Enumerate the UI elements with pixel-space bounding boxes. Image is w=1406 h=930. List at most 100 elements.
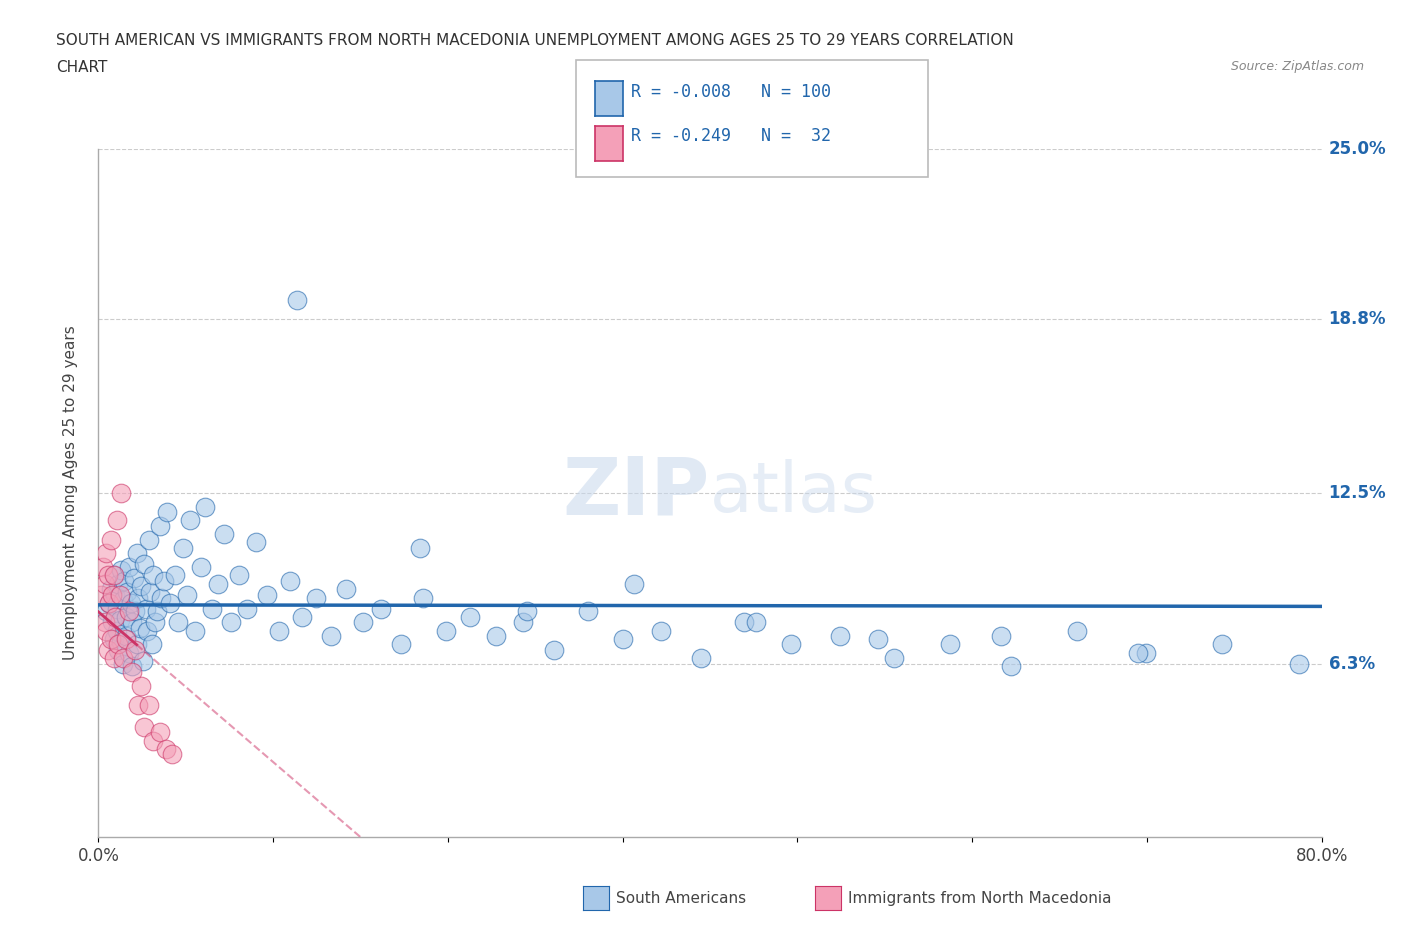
Point [256, 588, 278, 603]
Point [612, 631, 634, 646]
Point [94, 604, 117, 618]
Point [124, 643, 146, 658]
Point [576, 604, 599, 618]
Point [458, 609, 481, 624]
Point [172, 540, 194, 555]
Point [291, 609, 314, 624]
Point [100, 631, 122, 646]
Point [745, 615, 768, 630]
Point [108, 588, 131, 603]
Point [125, 637, 148, 652]
Point [101, 615, 124, 630]
Point [134, 720, 156, 735]
Point [194, 499, 217, 514]
Point [129, 678, 152, 693]
Point [1128, 645, 1150, 660]
Point [155, 741, 177, 756]
Point [184, 623, 207, 638]
Point [129, 579, 152, 594]
Point [94, 546, 117, 561]
Point [118, 604, 141, 618]
Point [93, 577, 115, 591]
Point [149, 725, 172, 740]
Point [117, 585, 139, 600]
Point [733, 615, 755, 630]
Point [304, 590, 326, 604]
Point [110, 634, 132, 649]
Point [115, 629, 138, 644]
Point [868, 631, 890, 646]
Point [122, 571, 145, 586]
Point [121, 658, 143, 673]
Point [650, 623, 672, 638]
Text: SOUTH AMERICAN VS IMMIGRANTS FROM NORTH MACEDONIA UNEMPLOYMENT AMONG AGES 25 TO : SOUTH AMERICAN VS IMMIGRANTS FROM NORTH … [56, 33, 1014, 47]
Text: South Americans: South Americans [616, 891, 747, 906]
Point [121, 664, 143, 679]
Point [434, 623, 457, 638]
Point [1066, 623, 1088, 638]
Point [108, 612, 131, 627]
Point [370, 601, 392, 616]
Point [408, 540, 430, 555]
Point [103, 631, 125, 646]
Point [128, 620, 150, 635]
Point [105, 601, 128, 616]
Y-axis label: Unemployment Among Ages 25 to 29 years: Unemployment Among Ages 25 to 29 years [63, 326, 77, 660]
Point [319, 629, 342, 644]
Point [115, 631, 138, 646]
Point [111, 592, 134, 607]
Point [153, 574, 176, 589]
Point [90, 588, 112, 603]
Point [136, 623, 159, 638]
Point [138, 532, 160, 547]
Point [143, 615, 166, 630]
Point [352, 615, 374, 630]
Point [1135, 645, 1157, 660]
Point [110, 485, 132, 500]
Point [543, 643, 565, 658]
Point [107, 643, 129, 658]
Text: 12.5%: 12.5% [1329, 484, 1386, 502]
Point [689, 651, 711, 666]
Point [138, 698, 160, 712]
Point [780, 637, 803, 652]
Point [111, 651, 134, 666]
Text: 25.0%: 25.0% [1329, 140, 1386, 158]
Point [142, 568, 165, 583]
Point [121, 615, 143, 630]
Text: Source: ZipAtlas.com: Source: ZipAtlas.com [1230, 60, 1364, 73]
Point [110, 563, 132, 578]
Point [107, 637, 129, 652]
Point [132, 654, 155, 669]
Point [107, 577, 129, 591]
Point [278, 574, 301, 589]
Point [179, 513, 201, 528]
Text: 18.8%: 18.8% [1329, 311, 1386, 328]
Point [412, 590, 434, 604]
Point [142, 733, 165, 748]
Point [245, 535, 267, 550]
Text: CHART: CHART [56, 60, 108, 75]
Point [97, 568, 120, 583]
Point [127, 698, 149, 712]
Point [97, 643, 120, 658]
Point [139, 585, 162, 600]
Point [91, 560, 114, 575]
Point [118, 560, 141, 575]
Point [190, 560, 212, 575]
Text: ZIP: ZIP [562, 454, 710, 532]
Point [335, 582, 357, 597]
Point [389, 637, 412, 652]
Point [939, 637, 962, 652]
Point [112, 574, 135, 589]
Point [212, 526, 235, 541]
Point [103, 651, 125, 666]
Point [101, 588, 124, 603]
Point [516, 604, 538, 618]
Point [118, 645, 141, 660]
Point [135, 601, 157, 616]
Point [163, 568, 186, 583]
Point [134, 557, 156, 572]
Point [124, 604, 146, 618]
Point [156, 505, 179, 520]
